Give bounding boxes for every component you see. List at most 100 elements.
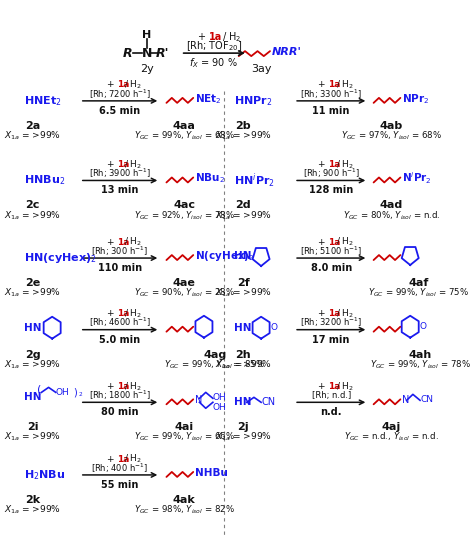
Text: +: +	[318, 238, 328, 246]
Text: HNBu$_2$: HNBu$_2$	[24, 174, 65, 187]
Text: $Y_{GC}$ = n.d., $Y_{isol}$ = n.d.: $Y_{GC}$ = n.d., $Y_{isol}$ = n.d.	[344, 431, 439, 443]
Text: $Y_{GC}$ = 99%, $Y_{isol}$ = 66%: $Y_{GC}$ = 99%, $Y_{isol}$ = 66%	[134, 431, 235, 443]
Text: OH: OH	[213, 393, 227, 402]
Text: $X_{1a}$ = >99%: $X_{1a}$ = >99%	[215, 287, 272, 299]
Text: $X_{1a}$ = >99%: $X_{1a}$ = >99%	[4, 130, 61, 142]
Text: 55 min: 55 min	[101, 480, 139, 490]
Text: +: +	[107, 455, 118, 464]
Text: [Rh; 400 h$^{-1}$]: [Rh; 400 h$^{-1}$]	[91, 461, 148, 475]
Text: 4aa: 4aa	[173, 121, 196, 131]
Text: 2c: 2c	[25, 200, 40, 210]
Text: / H$_2$: / H$_2$	[336, 236, 354, 249]
Text: $Y_{GC}$ = 99%, $Y_{isol}$ = 85%: $Y_{GC}$ = 99%, $Y_{isol}$ = 85%	[164, 358, 265, 371]
Text: $X_{1a}$ = >99%: $X_{1a}$ = >99%	[215, 358, 272, 371]
Text: HN(cyHex)$_2$: HN(cyHex)$_2$	[24, 251, 97, 265]
Text: 110 min: 110 min	[98, 263, 142, 273]
Text: NRR': NRR'	[272, 47, 301, 57]
Text: R': R'	[156, 47, 170, 60]
Text: / H$_2$: / H$_2$	[336, 308, 354, 320]
Text: 2j: 2j	[237, 422, 249, 432]
Text: $X_{1a}$ = >99%: $X_{1a}$ = >99%	[215, 130, 272, 142]
Text: CN: CN	[261, 397, 275, 407]
Text: 1a: 1a	[118, 382, 130, 391]
Text: $Y_{GC}$ = 98%, $Y_{isol}$ = 82%: $Y_{GC}$ = 98%, $Y_{isol}$ = 82%	[134, 504, 235, 516]
Text: $X_{1a}$ = >99%: $X_{1a}$ = >99%	[4, 287, 61, 299]
Text: ): )	[73, 387, 77, 398]
Text: $X_{1a}$ = >99%: $X_{1a}$ = >99%	[215, 431, 272, 443]
Text: NBu$_2$: NBu$_2$	[195, 172, 225, 186]
Text: / H$_2$: / H$_2$	[125, 453, 143, 465]
Text: 2h: 2h	[236, 350, 251, 359]
Text: 4ah: 4ah	[409, 350, 432, 359]
Text: $X_{1a}$ = >99%: $X_{1a}$ = >99%	[4, 209, 61, 222]
Text: HN: HN	[234, 251, 252, 261]
Text: 4ab: 4ab	[380, 121, 403, 131]
Text: 1a: 1a	[118, 455, 130, 464]
Text: H: H	[142, 30, 151, 40]
Text: +: +	[318, 160, 328, 169]
Text: HNPr$_2$: HNPr$_2$	[234, 94, 273, 108]
Text: 2a: 2a	[25, 121, 40, 131]
Text: / H$_2$: / H$_2$	[336, 380, 354, 393]
Text: [Rh; TOF$_{20}$]: [Rh; TOF$_{20}$]	[186, 39, 242, 53]
Text: 4ag: 4ag	[203, 350, 226, 359]
Text: $Y_{GC}$ = 90%, $Y_{isol}$ = 28%: $Y_{GC}$ = 90%, $Y_{isol}$ = 28%	[134, 287, 235, 299]
Text: $Y_{GC}$ = 99%, $Y_{isol}$ = 68%: $Y_{GC}$ = 99%, $Y_{isol}$ = 68%	[134, 130, 235, 142]
Text: N$^i$Pr$_2$: N$^i$Pr$_2$	[402, 171, 432, 186]
Text: HN: HN	[234, 323, 252, 332]
Text: HN: HN	[234, 397, 252, 407]
Text: NHBu: NHBu	[195, 468, 228, 478]
Text: +: +	[198, 32, 210, 42]
Text: N(cyHex)$_2$: N(cyHex)$_2$	[195, 249, 255, 263]
Text: $X_{1a}$ = >99%: $X_{1a}$ = >99%	[4, 504, 61, 516]
Text: 4ak: 4ak	[173, 495, 196, 505]
Text: H$_2$NBu: H$_2$NBu	[24, 468, 65, 482]
Text: 5.0 min: 5.0 min	[100, 335, 141, 345]
Text: O: O	[419, 322, 426, 331]
Text: 17 min: 17 min	[312, 335, 350, 345]
Text: $X_{1a}$ = >99%: $X_{1a}$ = >99%	[4, 358, 61, 371]
Text: NEt$_2$: NEt$_2$	[195, 92, 222, 106]
Text: N: N	[142, 47, 152, 60]
Text: / H$_2$: / H$_2$	[336, 79, 354, 91]
Text: / H$_2$: / H$_2$	[219, 30, 242, 44]
Text: [Rh; n.d.]: [Rh; n.d.]	[311, 391, 351, 400]
Text: 4ac: 4ac	[173, 200, 195, 210]
Text: [Rh; 3900 h$^{-1}$]: [Rh; 3900 h$^{-1}$]	[89, 167, 151, 180]
Text: [Rh; 300 h$^{-1}$]: [Rh; 300 h$^{-1}$]	[91, 244, 148, 258]
Text: / H$_2$: / H$_2$	[336, 158, 354, 171]
Text: +: +	[107, 309, 118, 318]
Text: 2k: 2k	[25, 495, 40, 505]
Text: HN: HN	[24, 323, 41, 332]
Text: 1a: 1a	[118, 160, 130, 169]
Text: 4aj: 4aj	[382, 422, 401, 432]
Text: [Rh; 900 h$^{-1}$]: [Rh; 900 h$^{-1}$]	[302, 167, 360, 180]
Text: 8.0 min: 8.0 min	[310, 263, 352, 273]
Text: 128 min: 128 min	[309, 186, 353, 195]
Text: 1a: 1a	[118, 309, 130, 318]
Text: n.d.: n.d.	[320, 407, 342, 417]
Text: +: +	[107, 160, 118, 169]
Text: NPr$_2$: NPr$_2$	[402, 92, 429, 106]
Text: $f_X$ = 90 %: $f_X$ = 90 %	[189, 56, 238, 70]
Text: 2i: 2i	[27, 422, 38, 432]
Text: N: N	[402, 395, 410, 405]
Text: 6.5 min: 6.5 min	[100, 106, 141, 116]
Text: [Rh; 3200 h$^{-1}$]: [Rh; 3200 h$^{-1}$]	[300, 316, 363, 329]
Text: 1a: 1a	[118, 81, 130, 89]
Text: 2f: 2f	[237, 278, 250, 288]
Text: 4ae: 4ae	[173, 278, 196, 288]
Text: 1a: 1a	[328, 382, 341, 391]
Text: 4af: 4af	[408, 278, 428, 288]
Text: 2e: 2e	[25, 278, 40, 288]
Text: (: (	[37, 384, 41, 394]
Text: / H$_2$: / H$_2$	[125, 79, 143, 91]
Text: +: +	[107, 238, 118, 246]
Text: N: N	[195, 395, 202, 405]
Text: 1a: 1a	[328, 81, 341, 89]
Text: 4ai: 4ai	[175, 422, 194, 432]
Text: [Rh; 3300 h$^{-1}$]: [Rh; 3300 h$^{-1}$]	[300, 87, 363, 101]
Text: [Rh; 7200 h$^{-1}$]: [Rh; 7200 h$^{-1}$]	[89, 87, 151, 101]
Text: +: +	[318, 81, 328, 89]
Text: / H$_2$: / H$_2$	[125, 308, 143, 320]
